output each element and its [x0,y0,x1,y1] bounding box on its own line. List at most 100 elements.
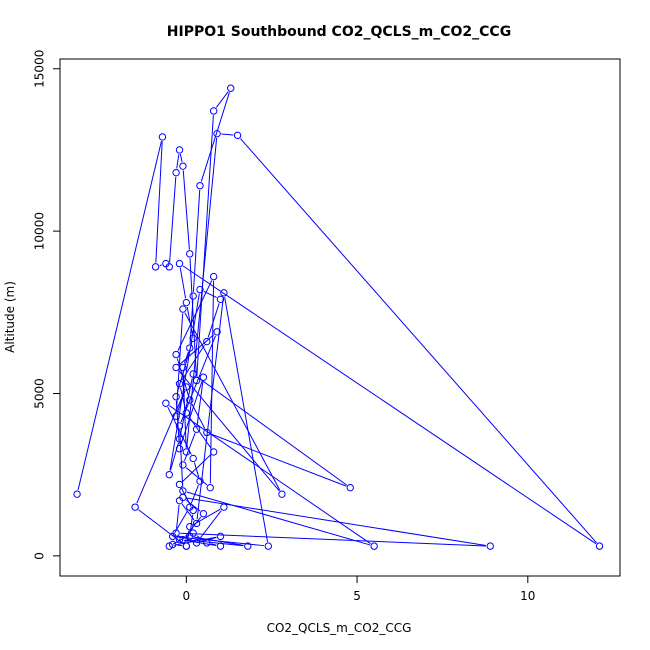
plot-frame [59,58,621,577]
data-point [186,344,194,352]
series-segment [175,313,184,412]
series-segment [196,376,348,486]
x-tick-label: 5 [353,589,361,603]
data-point [186,396,194,404]
series-segment [179,154,183,163]
y-tick-label: 0 [33,552,47,560]
data-point [199,509,208,518]
data-point [203,337,211,346]
series-segment [176,154,180,169]
data-point [189,529,197,537]
series-segment [193,462,200,478]
data-point [182,409,191,417]
series-segment [155,141,163,263]
data-point [192,519,201,528]
data-point [189,370,197,378]
series-segment [193,508,221,525]
series-segment [174,510,189,533]
data-point [196,477,204,485]
data-point [199,373,208,381]
y-tick-label: 5000 [33,378,47,409]
series-segment [181,503,195,521]
data-point [216,295,225,304]
series-segment [182,265,597,545]
series-segment [180,387,186,409]
data-point [182,383,191,391]
data-point [595,542,604,550]
series-segment [179,334,215,366]
series-segment [169,176,177,263]
data-point [206,483,214,492]
series-segment [196,115,214,377]
x-axis-label: CO2_QCLS_m_CO2_CCG [267,621,412,635]
data-point [179,535,187,544]
series-segment [180,381,203,445]
data-point [179,461,187,469]
plot-area [73,84,604,550]
data-point [486,542,494,550]
series-segment [196,535,204,541]
series-segment [210,433,347,487]
series-segment [203,290,217,298]
series-segment [207,303,220,338]
data-point [165,542,173,550]
series-segment [180,532,486,547]
data-point [186,522,194,531]
data-point [172,350,180,359]
series-segment [186,306,193,335]
data-point [189,454,197,463]
data-point [168,540,177,549]
data-point [278,490,286,498]
series-segment [180,335,216,423]
data-point [227,84,235,92]
data-point [175,444,184,453]
series-segment [77,141,162,491]
data-point [209,448,218,456]
data-point [213,129,221,138]
data-point [151,263,160,271]
data-point [175,535,184,544]
data-point [165,263,173,271]
series-segment [187,497,487,546]
series-segment [169,293,200,471]
series-segment [173,536,217,546]
series-segment [198,510,222,540]
data-point [172,363,180,372]
data-point [168,532,177,541]
series-segment [179,430,184,487]
series-0 [73,84,604,550]
data-point [233,131,242,140]
data-point [179,162,187,170]
series-segment [176,504,180,529]
data-point [192,376,201,385]
data-point [196,181,204,190]
data-point [216,542,225,550]
series-segment [186,491,371,546]
series-segment [240,138,598,544]
series-segment [177,390,186,413]
data-point [182,298,191,307]
data-point [196,285,204,294]
chart-title: HIPPO1 Southbound CO2_QCLS_m_CO2_CCG [167,24,511,40]
data-point [244,542,252,550]
series-segment [192,189,201,292]
data-point [172,412,180,420]
data-point [186,250,194,258]
series-segment [176,544,183,547]
series-segment [184,312,281,491]
data-point [175,496,184,505]
data-point [73,490,81,498]
data-point [158,133,167,141]
series-segment [183,351,189,364]
series-segment [183,433,196,462]
series-segment [159,264,162,267]
y-axis-label: Altitude (m) [3,281,17,353]
data-point [175,435,184,443]
series-segment [169,442,179,471]
series-segment [178,370,280,492]
series-segment [191,403,206,429]
y-axis: 0 5000 10000 15000 [33,50,61,560]
data-point [192,425,201,433]
series-segment [136,390,186,504]
